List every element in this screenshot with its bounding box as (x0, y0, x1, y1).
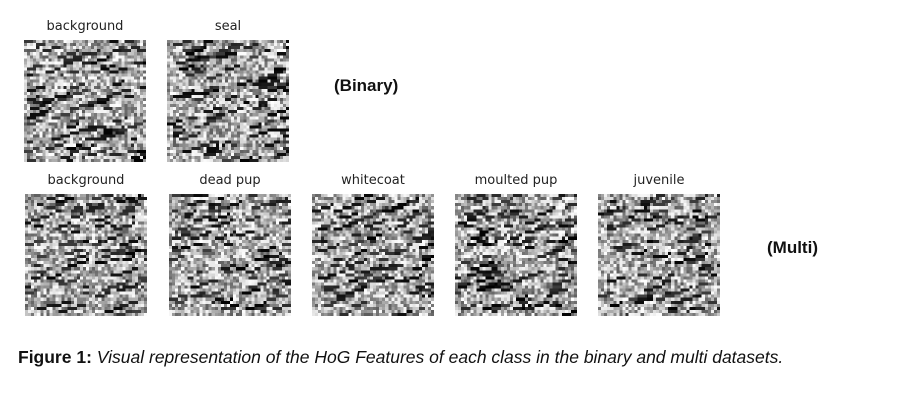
binary-row-tag: (Binary) (334, 76, 399, 95)
panel-label: dead pup (199, 173, 261, 188)
hog-feature-image (312, 194, 434, 316)
caption-label: Figure 1: (18, 347, 92, 367)
panel-label: whitecoat (341, 173, 405, 188)
hog-feature-image (24, 40, 146, 162)
panel-label: background (46, 19, 124, 34)
hog-feature-image (455, 194, 577, 316)
hog-panel-multi-moulted-pup: moulted pup (455, 172, 577, 316)
hog-panel-multi-dead-pup: dead pup (169, 172, 291, 316)
hog-feature-image (598, 194, 720, 316)
figure-caption: Figure 1: Visual representation of the H… (18, 346, 878, 368)
hog-feature-image (167, 40, 289, 162)
hog-panel-binary-seal: seal (167, 18, 289, 162)
hog-panel-multi-background: background (25, 172, 147, 316)
panel-label: seal (214, 19, 242, 34)
panel-label: juvenile (633, 173, 685, 188)
hog-panel-binary-background: background (24, 18, 146, 162)
hog-feature-image (169, 194, 291, 316)
panel-label: background (47, 173, 125, 188)
hog-feature-image (25, 194, 147, 316)
hog-panel-multi-whitecoat: whitecoat (312, 172, 434, 316)
hog-panel-multi-juvenile: juvenile (598, 172, 720, 316)
multi-row-tag: (Multi) (767, 238, 818, 257)
caption-text: Visual representation of the HoG Feature… (96, 347, 784, 367)
panel-label: moulted pup (474, 173, 558, 188)
